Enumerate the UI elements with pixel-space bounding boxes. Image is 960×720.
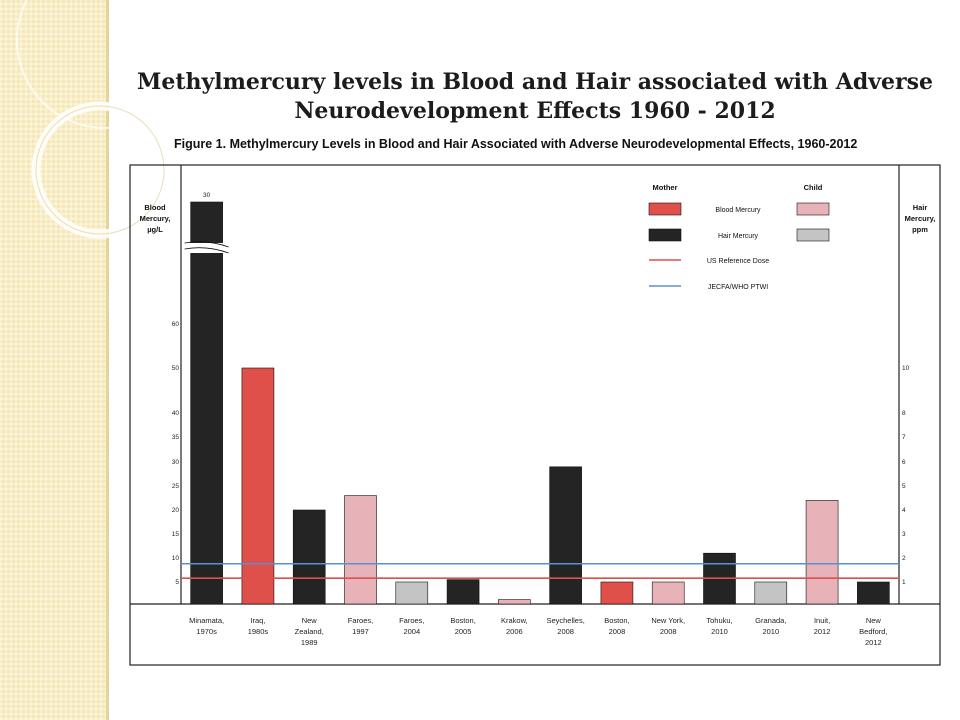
bar	[190, 201, 223, 605]
category-label: 2012	[814, 627, 831, 636]
right-tick-label: 6	[902, 459, 906, 466]
category-label: Iraq,	[250, 616, 265, 625]
left-tick-label: 30	[172, 459, 180, 466]
left-tick-label: 10	[172, 555, 180, 562]
bar	[395, 581, 429, 605]
category-label: 2008	[609, 627, 626, 636]
bar	[292, 509, 326, 605]
legend-line-label: JECFA/WHO PTWI	[708, 284, 768, 291]
category-label: 2010	[762, 627, 779, 636]
right-axis-title-line: Hair	[913, 203, 928, 212]
decorative-side-band	[0, 0, 106, 720]
left-tick-label: 20	[172, 507, 180, 514]
category-label: Seychelles,	[546, 616, 584, 625]
category-label: 2012	[865, 638, 882, 647]
category-label: 2006	[506, 627, 523, 636]
category-label: Granada,	[755, 616, 786, 625]
legend-child-header: Child	[804, 183, 823, 192]
category-label: 2005	[455, 627, 472, 636]
bar-value-label: 30	[203, 192, 211, 199]
right-tick-label: 7	[902, 434, 906, 441]
legend-row-label: Blood Mercury	[715, 207, 761, 214]
chart-frame	[129, 164, 941, 666]
right-axis-title-line: Mercury,	[905, 214, 936, 223]
category-label: 2004	[403, 627, 420, 636]
category-label: 2008	[557, 627, 574, 636]
right-tick-label: 1	[902, 579, 906, 586]
bar	[857, 581, 890, 605]
category-label: Boston,	[450, 616, 475, 625]
legend-child-swatch	[796, 228, 830, 242]
bar	[651, 581, 685, 605]
category-label: New	[866, 616, 882, 625]
left-tick-label: 25	[172, 483, 180, 490]
bar	[600, 581, 634, 605]
category-label: 1970s	[196, 627, 217, 636]
category-label: Boston,	[604, 616, 629, 625]
category-label: Inuit,	[814, 616, 830, 625]
bar	[344, 495, 377, 605]
category-label: Bedford,	[859, 627, 887, 636]
right-axis-title-line: ppm	[912, 225, 928, 234]
slide-title: Methylmercury levels in Blood and Hair a…	[110, 68, 960, 126]
left-tick-label: 40	[172, 410, 180, 417]
right-tick-label: 4	[902, 507, 906, 514]
legend-line-label: US Reference Dose	[707, 258, 769, 265]
category-label: Minamata,	[189, 616, 224, 625]
bar	[754, 581, 788, 605]
category-label: 1980s	[248, 627, 269, 636]
left-axis-title-line: Blood	[144, 203, 166, 212]
bar	[498, 599, 531, 605]
slide-title-line-1: Methylmercury levels in Blood and Hair a…	[137, 69, 933, 95]
right-tick-label: 10	[902, 365, 910, 372]
left-axis-title-line: Mercury,	[140, 214, 171, 223]
slide-title-line-2: Neurodevelopment Effects 1960 - 2012	[294, 98, 776, 124]
bar	[805, 500, 839, 605]
right-tick-label: 8	[902, 410, 906, 417]
figure-caption: Figure 1. Methylmercury Levels in Blood …	[174, 137, 858, 151]
right-tick-label: 2	[902, 555, 906, 562]
right-tick-label: 3	[902, 531, 906, 538]
left-tick-label: 5	[175, 579, 179, 586]
bar	[241, 367, 275, 605]
legend-mother-swatch	[648, 202, 682, 216]
bar	[549, 466, 582, 605]
category-label: 1997	[352, 627, 369, 636]
left-tick-label: 60	[172, 321, 180, 328]
right-tick-label: 5	[902, 483, 906, 490]
category-label: Faroes,	[348, 616, 373, 625]
legend-mother-swatch	[648, 228, 682, 242]
side-band-edge	[106, 0, 109, 720]
legend-row-label: Hair Mercury	[718, 233, 759, 240]
legend-child-swatch	[796, 202, 830, 216]
left-tick-label: 15	[172, 531, 180, 538]
category-label: Krakow,	[501, 616, 528, 625]
axis-break-mark	[184, 247, 229, 254]
left-tick-label: 50	[172, 365, 180, 372]
category-label: 1989	[301, 638, 318, 647]
category-label: 2008	[660, 627, 677, 636]
axis-break-mark	[184, 241, 229, 248]
bar	[446, 579, 480, 605]
category-label: Tohuku,	[706, 616, 732, 625]
left-tick-label: 35	[172, 434, 180, 441]
category-label: 2010	[711, 627, 728, 636]
decorative-rings	[16, 0, 194, 239]
category-label: Zealand,	[295, 627, 324, 636]
left-axis-title-line: µg/L	[147, 225, 163, 234]
category-label: New	[302, 616, 318, 625]
category-label: New York,	[651, 616, 685, 625]
category-label: Faroes,	[399, 616, 424, 625]
legend-mother-header: Mother	[653, 183, 678, 192]
